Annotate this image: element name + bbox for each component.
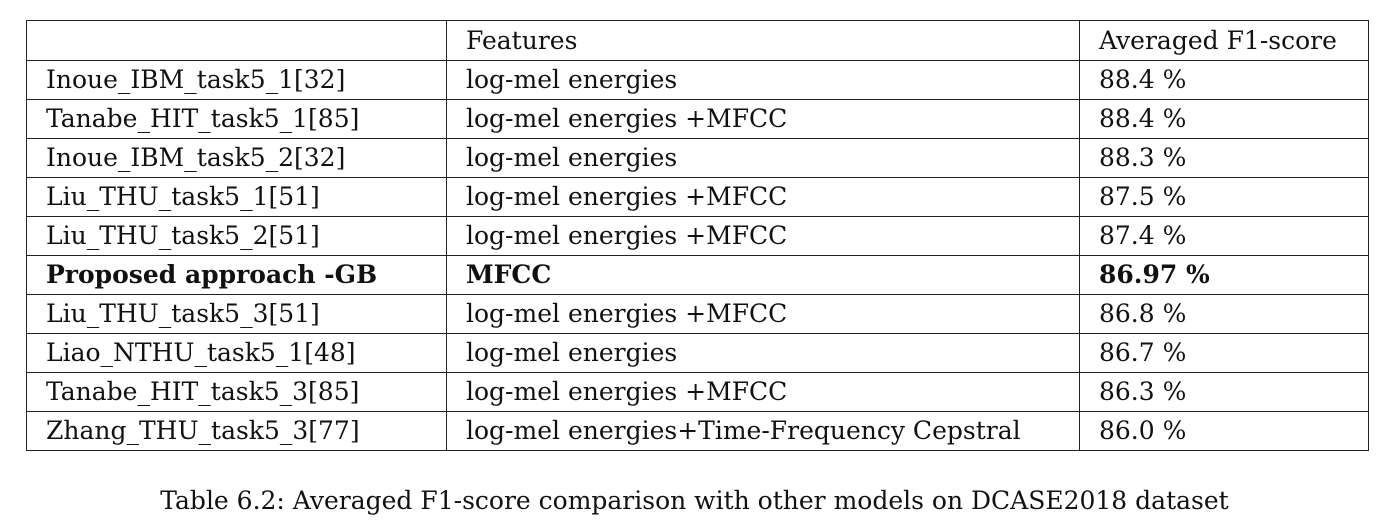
cell-score: 86.8 % — [1079, 294, 1369, 334]
cell-score: 88.3 % — [1079, 138, 1369, 178]
table-row: Liu_THU_task5_2[51] log-mel energies +MFC… — [26, 216, 1369, 256]
results-table: Features Averaged F1-score Inoue_IBM_tas… — [26, 20, 1369, 451]
cell-features: log-mel energies +MFCC — [446, 294, 1080, 334]
cell-features: log-mel energies +MFCC — [446, 99, 1080, 139]
cell-features: log-mel energies — [446, 138, 1080, 178]
cell-model: Zhang_THU_task5_3[77] — [26, 411, 447, 451]
cell-model: Liu_THU_task5_3[51] — [26, 294, 447, 334]
cell-score: 87.5 % — [1079, 177, 1369, 217]
cell-features: log-mel energies +MFCC — [446, 216, 1080, 256]
results-table-container: Features Averaged F1-score Inoue_IBM_tas… — [26, 20, 1369, 451]
table-row: Zhang_THU_task5_3[77] log-mel energies+Ti… — [26, 411, 1369, 451]
table-row: Proposed approach -GB MFCC 86.97 % — [26, 255, 1369, 295]
cell-features: log-mel energies+Time-Frequency Cepstral — [446, 411, 1080, 451]
cell-score: 86.3 % — [1079, 372, 1369, 412]
cell-model: Inoue_IBM_task5_2[32] — [26, 138, 447, 178]
cell-features: log-mel energies — [446, 333, 1080, 373]
cell-score: 88.4 % — [1079, 99, 1369, 139]
table-caption: Table 6.2: Averaged F1-score comparison … — [160, 486, 1229, 515]
table-row: Inoue_IBM_task5_2[32] log-mel energies 88.… — [26, 138, 1369, 178]
header-score: Averaged F1-score — [1079, 20, 1369, 61]
header-model — [26, 20, 447, 61]
cell-features: log-mel energies +MFCC — [446, 372, 1080, 412]
cell-model: Liu_THU_task5_2[51] — [26, 216, 447, 256]
cell-model: Proposed approach -GB — [26, 255, 447, 295]
table-row: Liu_THU_task5_3[51] log-mel energies +MFC… — [26, 294, 1369, 334]
table-header-row: Features Averaged F1-score — [26, 20, 1369, 61]
cell-model: Liao_NTHU_task5_1[48] — [26, 333, 447, 373]
cell-features: log-mel energies — [446, 60, 1080, 100]
cell-features: MFCC — [446, 255, 1080, 295]
cell-score: 87.4 % — [1079, 216, 1369, 256]
table-row: Liu_THU_task5_1[51] log-mel energies +MFC… — [26, 177, 1369, 217]
cell-score: 86.0 % — [1079, 411, 1369, 451]
table-row: Tanabe_HIT_task5_1[85] log-mel energies +… — [26, 99, 1369, 139]
table-row: Liao_NTHU_task5_1[48] log-mel energies 86.… — [26, 333, 1369, 373]
cell-model: Liu_THU_task5_1[51] — [26, 177, 447, 217]
cell-model: Inoue_IBM_task5_1[32] — [26, 60, 447, 100]
cell-features: log-mel energies +MFCC — [446, 177, 1080, 217]
table-row: Tanabe_HIT_task5_3[85] log-mel energies +… — [26, 372, 1369, 412]
header-features: Features — [446, 20, 1080, 61]
results-table-body: Features Averaged F1-score Inoue_IBM_tas… — [26, 20, 1369, 451]
cell-model: Tanabe_HIT_task5_1[85] — [26, 99, 447, 139]
cell-score: 86.97 % — [1079, 255, 1369, 295]
cell-score: 86.7 % — [1079, 333, 1369, 373]
table-row: Inoue_IBM_task5_1[32] log-mel energies 88.… — [26, 60, 1369, 100]
cell-model: Tanabe_HIT_task5_3[85] — [26, 372, 447, 412]
cell-score: 88.4 % — [1079, 60, 1369, 100]
